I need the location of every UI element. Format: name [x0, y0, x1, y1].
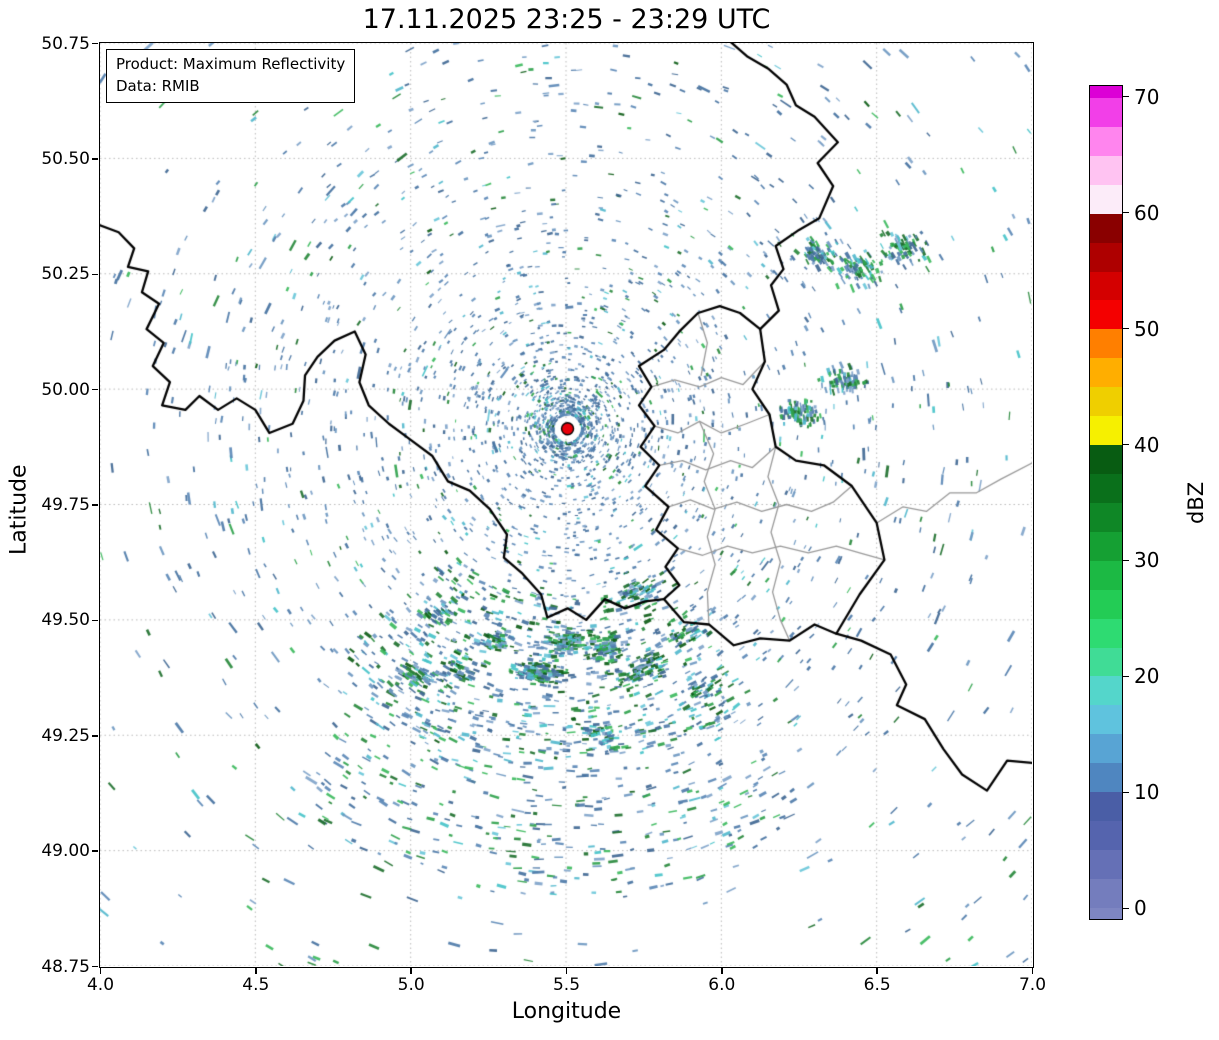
colorbar-segment: [1090, 704, 1122, 735]
x-axis-label: Longitude: [511, 999, 622, 1024]
y-tick-mark: [92, 42, 98, 45]
colorbar-tick-label: 60: [1134, 200, 1160, 225]
colorbar-segment: [1090, 849, 1122, 879]
data-source-line: Data: RMIB: [116, 76, 200, 95]
colorbar-tick-label: 10: [1134, 780, 1160, 805]
y-tick-label: 48.75: [41, 956, 90, 977]
y-tick-mark: [92, 504, 98, 506]
colorbar-segment: [1090, 97, 1122, 127]
colorbar-segment: [1090, 878, 1122, 908]
colorbar-segment: [1090, 328, 1122, 359]
x-tick-mark: [1031, 968, 1034, 974]
colorbar-segment: [1090, 126, 1122, 156]
x-tick-mark: [876, 968, 878, 974]
colorbar-segment: [1090, 86, 1122, 98]
y-tick-label: 50.25: [41, 264, 90, 285]
colorbar-segment: [1090, 560, 1122, 590]
x-tick-label: 6.5: [863, 975, 891, 995]
colorbar-segment: [1090, 386, 1122, 417]
x-tick-mark: [410, 968, 412, 974]
colorbar-tick-mark: [1123, 907, 1129, 910]
colorbar-segment: [1090, 242, 1122, 272]
colorbar-segment: [1090, 733, 1122, 764]
colorbar-tick-label: 50: [1134, 316, 1160, 341]
x-tick-label: 6.0: [708, 975, 736, 995]
colorbar-tick-mark: [1123, 791, 1129, 794]
y-tick-mark: [92, 965, 98, 968]
colorbar-segment: [1090, 762, 1122, 793]
y-tick-mark: [92, 388, 98, 391]
y-tick-mark: [92, 619, 98, 622]
colorbar-label: dBZ: [1184, 481, 1208, 525]
x-tick-mark: [565, 968, 568, 974]
map-plot-area: Product: Maximum Reflectivity Data: RMIB: [99, 42, 1034, 968]
colorbar-segment: [1090, 473, 1122, 503]
y-tick-mark: [92, 158, 98, 160]
colorbar-tick-mark: [1123, 443, 1129, 446]
y-tick-label: 49.00: [41, 841, 90, 862]
colorbar-segment: [1090, 184, 1122, 214]
colorbar-tick-label: 20: [1134, 664, 1160, 689]
x-tick-label: 5.5: [552, 975, 581, 995]
colorbar-segment: [1090, 155, 1122, 185]
colorbar-segment: [1090, 791, 1122, 822]
product-annotation-box: Product: Maximum Reflectivity Data: RMIB: [106, 49, 356, 103]
colorbar: [1089, 85, 1123, 920]
colorbar-segment: [1090, 502, 1122, 532]
colorbar-segment: [1090, 647, 1122, 677]
colorbar-segment: [1090, 820, 1122, 850]
colorbar-tick-mark: [1123, 327, 1129, 330]
y-tick-label: 50.00: [41, 379, 90, 400]
y-tick-label: 50.50: [41, 148, 90, 169]
colorbar-segment: [1090, 444, 1122, 474]
y-tick-label: 50.75: [41, 33, 90, 54]
y-tick-mark: [92, 273, 98, 275]
x-tick-label: 5.0: [397, 975, 425, 995]
colorbar-tick-mark: [1123, 559, 1129, 562]
colorbar-segment: [1090, 618, 1122, 648]
product-line: Product: Maximum Reflectivity: [116, 55, 346, 73]
x-tick-label: 7.0: [1018, 975, 1047, 995]
y-tick-mark: [92, 735, 98, 737]
x-tick-mark: [721, 968, 723, 974]
x-tick-mark: [255, 968, 257, 974]
colorbar-segment: [1090, 213, 1122, 243]
chart-title: 17.11.2025 23:25 - 23:29 UTC: [362, 4, 771, 35]
colorbar-tick-mark: [1123, 675, 1129, 678]
y-tick-mark: [92, 850, 98, 852]
colorbar-tick-label: 70: [1134, 84, 1160, 109]
y-axis-label: Latitude: [6, 464, 32, 556]
colorbar-segment: [1090, 676, 1122, 706]
x-tick-label: 4.0: [86, 975, 115, 995]
colorbar-tick-mark: [1123, 211, 1129, 214]
colorbar-segment: [1090, 300, 1122, 330]
colorbar-tick-mark: [1123, 95, 1129, 98]
radar-map-canvas: [100, 43, 1032, 966]
x-tick-mark: [99, 968, 102, 974]
colorbar-tick-label: 0: [1134, 896, 1147, 921]
colorbar-segment: [1090, 531, 1122, 561]
y-tick-label: 49.50: [41, 610, 90, 631]
colorbar-segment: [1090, 907, 1122, 920]
x-tick-label: 4.5: [242, 975, 270, 995]
y-tick-label: 49.25: [41, 725, 90, 746]
colorbar-segment: [1090, 271, 1122, 301]
colorbar-segment: [1090, 415, 1122, 446]
colorbar-segment: [1090, 589, 1122, 619]
colorbar-segment: [1090, 357, 1122, 388]
